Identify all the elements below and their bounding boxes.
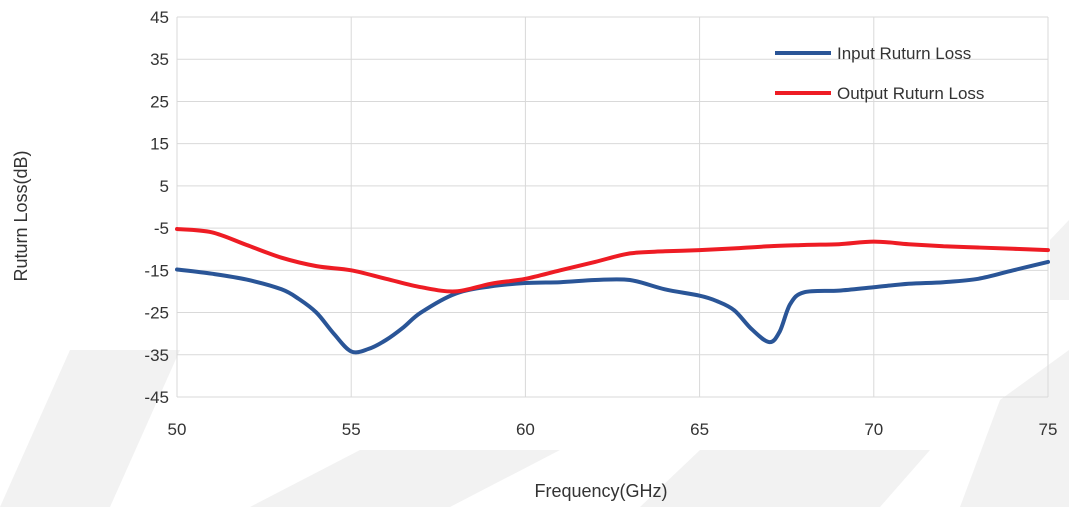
y-tick-label: 5 — [160, 177, 169, 196]
y-tick-label: 15 — [150, 135, 169, 154]
x-axis-title: Frequency(GHz) — [534, 481, 667, 501]
axis-titles: Frequency(GHz) Ruturn Loss(dB) — [11, 150, 668, 501]
grid — [176, 16, 1049, 398]
y-tick-label: 25 — [150, 92, 169, 111]
y-axis-title: Ruturn Loss(dB) — [11, 150, 31, 281]
legend-label-output-ruturn-loss: Output Ruturn Loss — [837, 84, 984, 103]
y-tick-label: -5 — [154, 219, 169, 238]
y-tick-label: -25 — [144, 304, 169, 323]
legend: Input Ruturn Loss Output Ruturn Loss — [775, 44, 984, 103]
background-watermark — [0, 220, 1069, 507]
y-tick-label: 45 — [150, 8, 169, 27]
series-lines — [175, 227, 1050, 355]
x-tick-label: 75 — [1039, 420, 1058, 439]
x-tick-label: 55 — [342, 420, 361, 439]
legend-label-input-ruturn-loss: Input Ruturn Loss — [837, 44, 971, 63]
x-tick-label: 70 — [864, 420, 883, 439]
series-line-output-ruturn-loss — [175, 227, 1050, 294]
y-tick-label: -45 — [144, 388, 169, 407]
y-tick-label: 35 — [150, 50, 169, 69]
series-line-input-ruturn-loss — [175, 259, 1050, 355]
y-tick-label: -35 — [144, 346, 169, 365]
axes: 45 35 25 15 5 -5 -15 -25 -35 -45 50 55 60 65 70 75 — [144, 8, 1057, 439]
x-tick-label: 65 — [690, 420, 709, 439]
y-tick-label: -15 — [144, 261, 169, 280]
x-tick-label: 60 — [516, 420, 535, 439]
x-tick-label: 50 — [168, 420, 187, 439]
